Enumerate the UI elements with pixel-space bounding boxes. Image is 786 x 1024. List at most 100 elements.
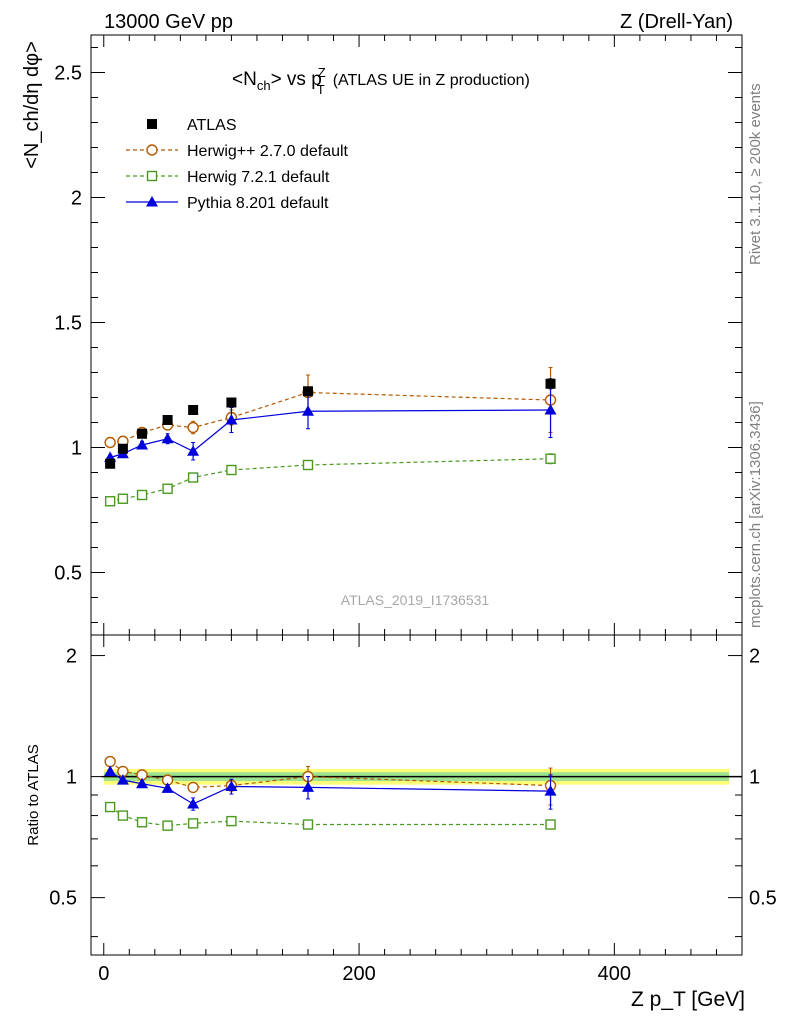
series-line bbox=[110, 458, 551, 502]
data-point bbox=[117, 493, 129, 504]
series-1 bbox=[104, 367, 557, 449]
y-axis-label: <N_ch/dη dφ> bbox=[21, 41, 43, 169]
header-right-label: Z (Drell-Yan) bbox=[620, 11, 733, 33]
legend-entry: ATLAS bbox=[147, 117, 237, 134]
data-point bbox=[104, 801, 116, 813]
data-point bbox=[136, 489, 148, 501]
mcplots-label: mcplots.cern.ch [arXiv:1306.3436] bbox=[747, 401, 764, 628]
x-tick-label: 0 bbox=[98, 963, 109, 985]
legend-label: Herwig 7.2.1 default bbox=[187, 169, 330, 186]
data-point bbox=[104, 755, 116, 768]
chart-title: <Nch> vs pZ T (ATLAS UE in Z production) bbox=[232, 65, 530, 97]
legend: ATLAS Herwig++ 2.7.0 default Herwig 7.2.1 … bbox=[126, 117, 349, 212]
legend-marker bbox=[146, 196, 158, 207]
legend-marker bbox=[146, 144, 158, 156]
data-point bbox=[302, 819, 314, 830]
main-series-group bbox=[104, 367, 557, 507]
axis-tick-labels: 0 200 400 0.5 1 1.5 2 2.5 0.5 0.5 1 1 2 2 bbox=[49, 63, 777, 986]
data-point bbox=[117, 443, 128, 454]
legend-entry: Herwig++ 2.7.0 default bbox=[126, 143, 349, 160]
analysis-watermark: ATLAS_2019_I1736531 bbox=[341, 592, 490, 608]
data-point bbox=[544, 785, 557, 796]
series-line bbox=[109, 761, 551, 789]
y-tick-label: 2 bbox=[71, 188, 82, 210]
data-point bbox=[104, 436, 116, 449]
data-point bbox=[187, 797, 200, 809]
data-point bbox=[225, 780, 238, 791]
chart-title-sup: Z bbox=[318, 65, 326, 80]
ratio-y-tick-label-right: 2 bbox=[749, 646, 760, 668]
ratio-y-tick-label: 2 bbox=[66, 646, 77, 668]
y-tick-label: 1.5 bbox=[54, 313, 82, 335]
legend-label: Pythia 8.201 default bbox=[187, 195, 329, 212]
data-point bbox=[137, 428, 148, 439]
data-point bbox=[162, 415, 173, 425]
ratio-plot-frame bbox=[90, 634, 743, 956]
data-point bbox=[187, 472, 199, 483]
ratio-y-tick-label-right: 0.5 bbox=[749, 888, 777, 910]
chart-title-tail: (ATLAS UE in Z production) bbox=[333, 72, 530, 89]
legend-entry: Herwig 7.2.1 default bbox=[126, 169, 330, 186]
legend-label: Herwig++ 2.7.0 default bbox=[187, 143, 349, 160]
series-2 bbox=[104, 453, 556, 507]
axis-ticks bbox=[91, 35, 743, 955]
data-point bbox=[226, 464, 237, 476]
data-point bbox=[188, 405, 199, 415]
data-point bbox=[302, 781, 314, 792]
data-point bbox=[226, 397, 237, 408]
data-point bbox=[187, 781, 199, 794]
series-line bbox=[110, 391, 551, 444]
x-axis-label: Z p_T [GeV] bbox=[631, 988, 745, 1011]
data-point bbox=[136, 439, 149, 450]
series-3 bbox=[104, 765, 557, 811]
chart-title-sub: ch bbox=[257, 78, 271, 93]
ratio-y-tick-label: 1 bbox=[66, 767, 77, 789]
series-0 bbox=[105, 378, 556, 469]
legend-marker bbox=[147, 119, 157, 129]
series-line bbox=[109, 409, 551, 459]
data-point bbox=[187, 421, 199, 434]
data-point bbox=[116, 774, 129, 785]
legend-label: ATLAS bbox=[187, 117, 237, 134]
series-2 bbox=[104, 801, 556, 831]
data-point bbox=[545, 819, 556, 830]
chart-title-sub2: T bbox=[317, 82, 325, 97]
header-left-label: 13000 GeV pp bbox=[104, 11, 233, 33]
data-point bbox=[225, 414, 238, 425]
data-point bbox=[544, 404, 557, 415]
chart-title-mid: > vs p bbox=[271, 69, 322, 90]
data-point bbox=[162, 483, 173, 494]
chart-title-part: <N bbox=[232, 69, 257, 90]
data-point bbox=[187, 818, 199, 829]
ratio-y-axis-label: Ratio to ATLAS bbox=[25, 744, 42, 845]
data-point bbox=[545, 453, 556, 464]
legend-entry: Pythia 8.201 default bbox=[126, 195, 329, 212]
ratio-series-group bbox=[101, 755, 742, 831]
data-point bbox=[161, 782, 174, 793]
data-point bbox=[302, 459, 314, 471]
data-point bbox=[136, 777, 149, 789]
data-point bbox=[187, 445, 200, 456]
data-point bbox=[105, 458, 116, 469]
ratio-y-tick-label-right: 1 bbox=[749, 767, 760, 789]
series-line bbox=[109, 806, 551, 827]
data-point bbox=[162, 820, 173, 831]
data-point bbox=[136, 817, 148, 828]
data-point bbox=[104, 765, 117, 776]
ratio-y-tick-label: 0.5 bbox=[49, 888, 77, 910]
y-tick-label: 2.5 bbox=[54, 63, 82, 85]
data-point bbox=[117, 810, 129, 821]
data-point bbox=[302, 405, 314, 416]
x-tick-label: 200 bbox=[342, 963, 375, 985]
data-point bbox=[545, 378, 556, 389]
data-point bbox=[303, 386, 313, 397]
rivet-label: Rivet 3.1.10, ≥ 200k events bbox=[747, 83, 764, 265]
data-point bbox=[226, 815, 237, 827]
y-tick-label: 1 bbox=[71, 438, 82, 460]
x-tick-label: 400 bbox=[598, 963, 631, 985]
legend-marker bbox=[146, 170, 158, 182]
data-point bbox=[104, 496, 116, 507]
y-tick-label: 0.5 bbox=[54, 563, 82, 585]
data-point bbox=[161, 432, 174, 444]
